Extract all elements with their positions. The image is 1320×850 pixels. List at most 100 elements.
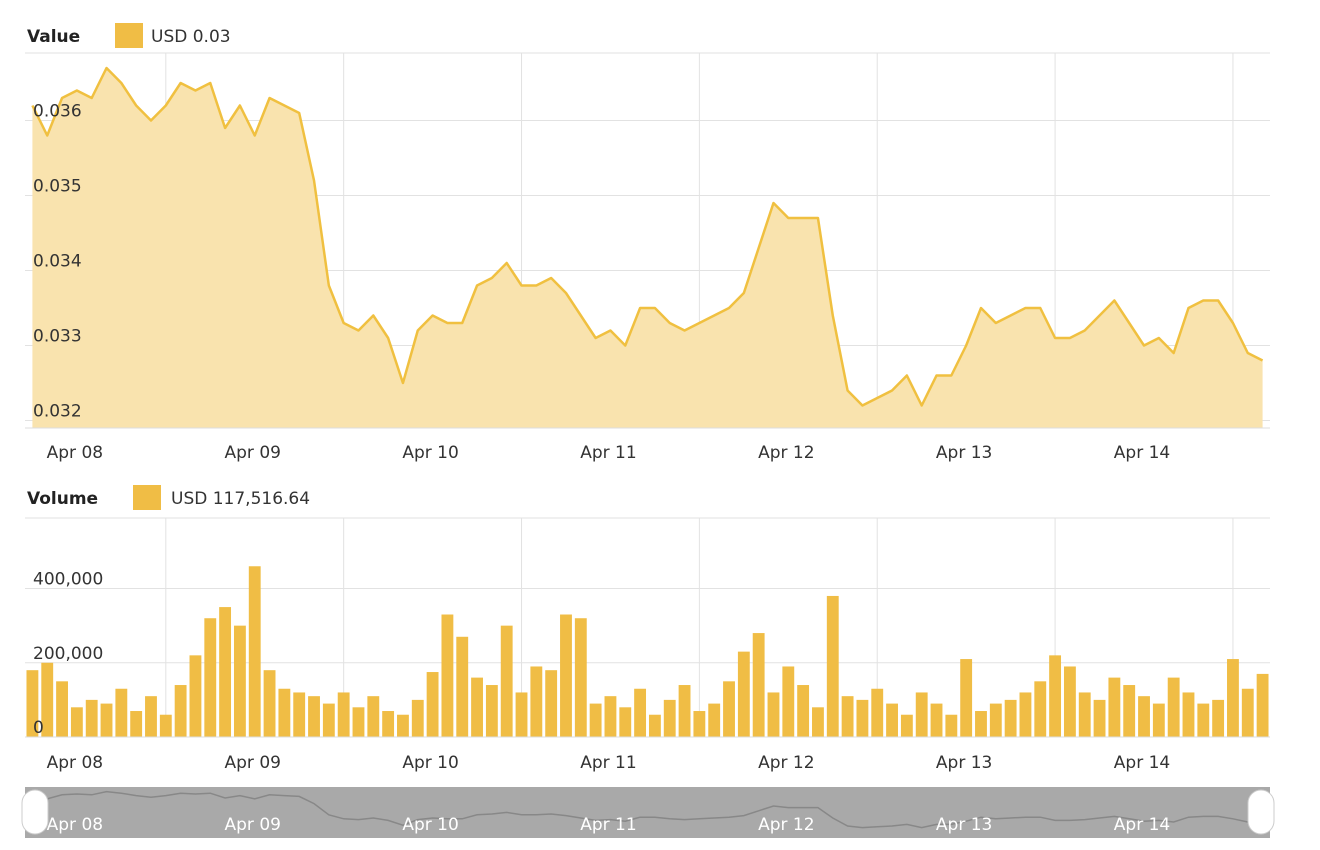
y-tick-label: 0.033	[33, 327, 82, 347]
navigator-label: Apr 09	[225, 815, 281, 835]
bar	[263, 670, 276, 737]
bar	[1152, 703, 1165, 737]
bar	[797, 685, 810, 737]
legend-label: USD 0.03	[151, 27, 231, 47]
bar	[115, 688, 128, 737]
bar	[174, 685, 187, 737]
bar	[248, 566, 261, 737]
bar	[1004, 699, 1017, 737]
x-tick-label: Apr 08	[47, 443, 103, 463]
bar	[1108, 677, 1121, 737]
bar	[530, 666, 543, 737]
x-tick-label: Apr 14	[1114, 443, 1170, 463]
bar	[604, 696, 617, 737]
bar	[411, 699, 424, 737]
bar	[456, 636, 469, 737]
bar	[619, 707, 632, 737]
bar	[975, 711, 987, 737]
bar	[130, 711, 143, 737]
bar	[204, 618, 217, 737]
bar	[648, 714, 661, 737]
bar	[723, 681, 735, 737]
bar	[1182, 692, 1195, 737]
x-tick-label: Apr 12	[758, 443, 814, 463]
bar	[471, 677, 483, 737]
bar	[737, 651, 750, 737]
chart-title: Value	[27, 27, 80, 47]
bar	[634, 688, 647, 737]
navigator-label: Apr 12	[758, 815, 814, 835]
bar	[337, 692, 350, 737]
x-tick-label: Apr 13	[936, 443, 992, 463]
navigator-handle[interactable]	[21, 789, 49, 835]
bar	[1049, 655, 1062, 737]
bar	[826, 595, 839, 737]
y-tick-label: 200,000	[33, 644, 103, 664]
navigator-label: Apr 14	[1114, 815, 1170, 835]
y-tick-label: 0.034	[33, 252, 82, 272]
bar	[26, 670, 39, 737]
bar	[782, 666, 795, 737]
navigator-label: Apr 11	[580, 815, 636, 835]
bar	[441, 614, 454, 737]
bar	[871, 688, 884, 737]
bar	[767, 692, 780, 737]
bar	[752, 633, 765, 737]
bar	[367, 696, 380, 737]
bar	[219, 607, 232, 737]
bar	[1212, 699, 1225, 737]
bar	[915, 692, 928, 737]
bar	[678, 685, 691, 737]
bar	[1063, 666, 1076, 737]
bar	[1138, 696, 1150, 737]
bar	[812, 707, 824, 737]
legend-swatch	[133, 485, 161, 510]
bar	[886, 703, 898, 737]
bar	[960, 659, 973, 737]
bar	[856, 699, 869, 737]
bar	[708, 703, 721, 737]
bar	[85, 699, 98, 737]
line	[31, 66, 1264, 407]
bar	[189, 655, 202, 737]
bar	[278, 688, 291, 737]
x-tick-label: Apr 14	[1114, 753, 1170, 773]
bar	[1019, 692, 1032, 737]
bar	[159, 714, 172, 737]
navigator-handle[interactable]	[1247, 789, 1275, 835]
bar	[233, 625, 246, 737]
legend-label: USD 117,516.64	[171, 489, 310, 509]
x-tick-label: Apr 08	[47, 753, 103, 773]
bar	[308, 696, 320, 737]
x-tick-label: Apr 13	[936, 753, 992, 773]
bar	[1034, 681, 1047, 737]
bar	[293, 692, 306, 737]
y-tick-label: 0.032	[33, 402, 82, 422]
y-tick-label: 0	[33, 718, 44, 738]
bar	[145, 696, 157, 737]
area-fill	[32, 68, 1263, 428]
bar	[56, 681, 68, 737]
x-tick-label: Apr 12	[758, 753, 814, 773]
bar	[900, 714, 913, 737]
bar	[322, 703, 335, 737]
bar	[41, 662, 54, 737]
bar	[1256, 673, 1269, 737]
navigator[interactable]	[25, 787, 1270, 838]
x-tick-label: Apr 11	[580, 753, 636, 773]
bar	[1227, 659, 1239, 737]
y-tick-label: 0.036	[33, 102, 82, 122]
y-tick-label: 400,000	[33, 570, 103, 590]
navigator-line	[32, 790, 1263, 829]
bar	[930, 703, 943, 737]
bar	[1078, 692, 1091, 737]
bar	[100, 703, 113, 737]
chart-title: Volume	[27, 489, 98, 509]
x-tick-label: Apr 11	[580, 443, 636, 463]
bar	[545, 670, 558, 737]
navigator-label: Apr 10	[402, 815, 458, 835]
bar	[841, 696, 854, 737]
bar	[352, 707, 365, 737]
bar	[1241, 688, 1254, 737]
